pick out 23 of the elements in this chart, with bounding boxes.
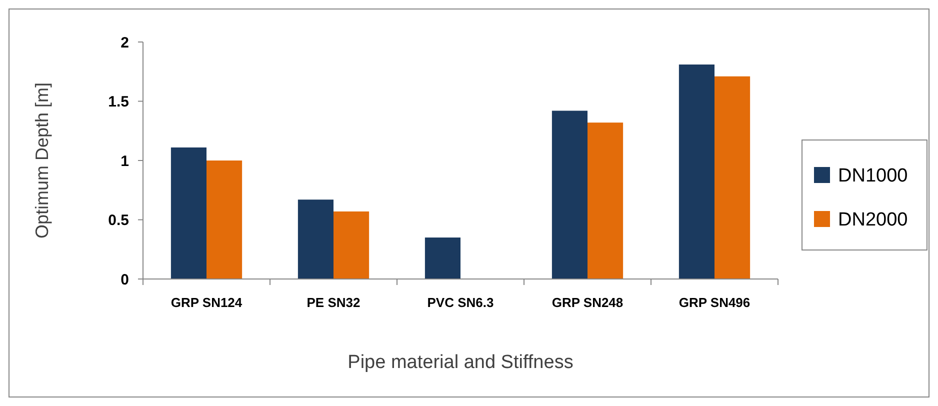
bar [334,211,370,279]
bar [678,64,714,279]
y-tick-label: 2 [120,34,129,52]
y-tick-label: 1 [120,152,129,170]
x-tick-label: PE SN32 [306,295,360,310]
x-tick-label: GRP SN496 [678,295,750,310]
bar [424,238,460,279]
bar [298,200,334,279]
bar [714,76,750,279]
legend-label: DN2000 [838,210,908,231]
y-tick-label: 0 [120,271,129,288]
y-axis-title: Optimum Depth [m] [32,82,52,239]
x-tick-label: PVC SN6.3 [427,295,494,310]
bar [588,122,624,279]
bar [552,110,588,279]
legend-label: DN1000 [838,166,908,187]
y-tick-label: 1.5 [108,94,129,110]
x-tick-label: GRP SN248 [552,295,624,310]
bar [170,147,206,279]
bar [206,160,242,279]
x-axis-title: Pipe material and Stiffness [348,352,574,373]
x-tick-label: GRP SN124 [170,295,243,310]
y-tick-label: 0.5 [108,212,129,229]
